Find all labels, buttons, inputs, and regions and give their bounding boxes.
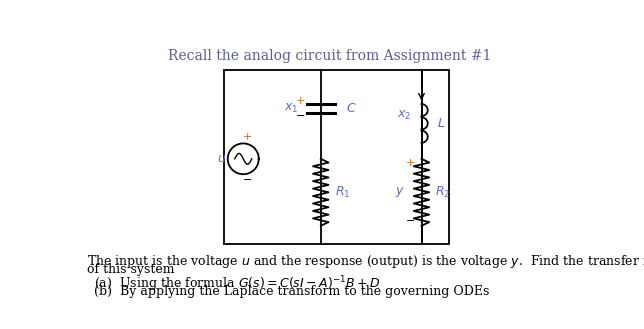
- Text: (a)  Using the formula $G(s) = C(sI - A)^{-1}B + D$: (a) Using the formula $G(s) = C(sI - A)^…: [95, 274, 381, 294]
- Text: +: +: [296, 96, 305, 106]
- Text: of this system: of this system: [87, 263, 174, 276]
- Text: +: +: [243, 132, 252, 142]
- Text: $L$: $L$: [437, 117, 445, 130]
- Text: +: +: [406, 159, 415, 168]
- Text: $u$: $u$: [217, 152, 226, 165]
- Text: −: −: [406, 216, 415, 226]
- Text: Recall the analog circuit from Assignment #1: Recall the analog circuit from Assignmen…: [168, 49, 492, 63]
- Text: $y$: $y$: [395, 185, 404, 199]
- Text: −: −: [296, 112, 305, 121]
- Text: (b)  By applying the Laplace transform to the governing ODEs: (b) By applying the Laplace transform to…: [95, 285, 490, 298]
- Text: $C$: $C$: [346, 102, 356, 115]
- Text: $x_1$: $x_1$: [284, 102, 299, 115]
- Text: $R_2$: $R_2$: [435, 185, 451, 200]
- Text: $R_1$: $R_1$: [335, 185, 350, 200]
- Text: The input is the voltage $u$ and the response (output) is the voltage $y$.  Find: The input is the voltage $u$ and the res…: [87, 253, 644, 270]
- Text: $x_2$: $x_2$: [397, 109, 412, 122]
- Text: −: −: [243, 175, 252, 185]
